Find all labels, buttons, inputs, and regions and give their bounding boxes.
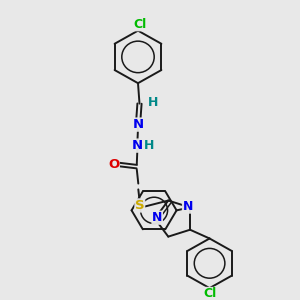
Text: H: H [148,96,158,109]
Text: N: N [182,200,193,213]
Text: N: N [132,139,143,152]
Text: Cl: Cl [203,287,216,300]
Text: N: N [132,118,144,131]
Text: Cl: Cl [133,18,146,31]
Text: H: H [144,139,154,152]
Text: N: N [152,211,162,224]
Text: O: O [108,158,119,171]
Text: S: S [135,199,145,212]
